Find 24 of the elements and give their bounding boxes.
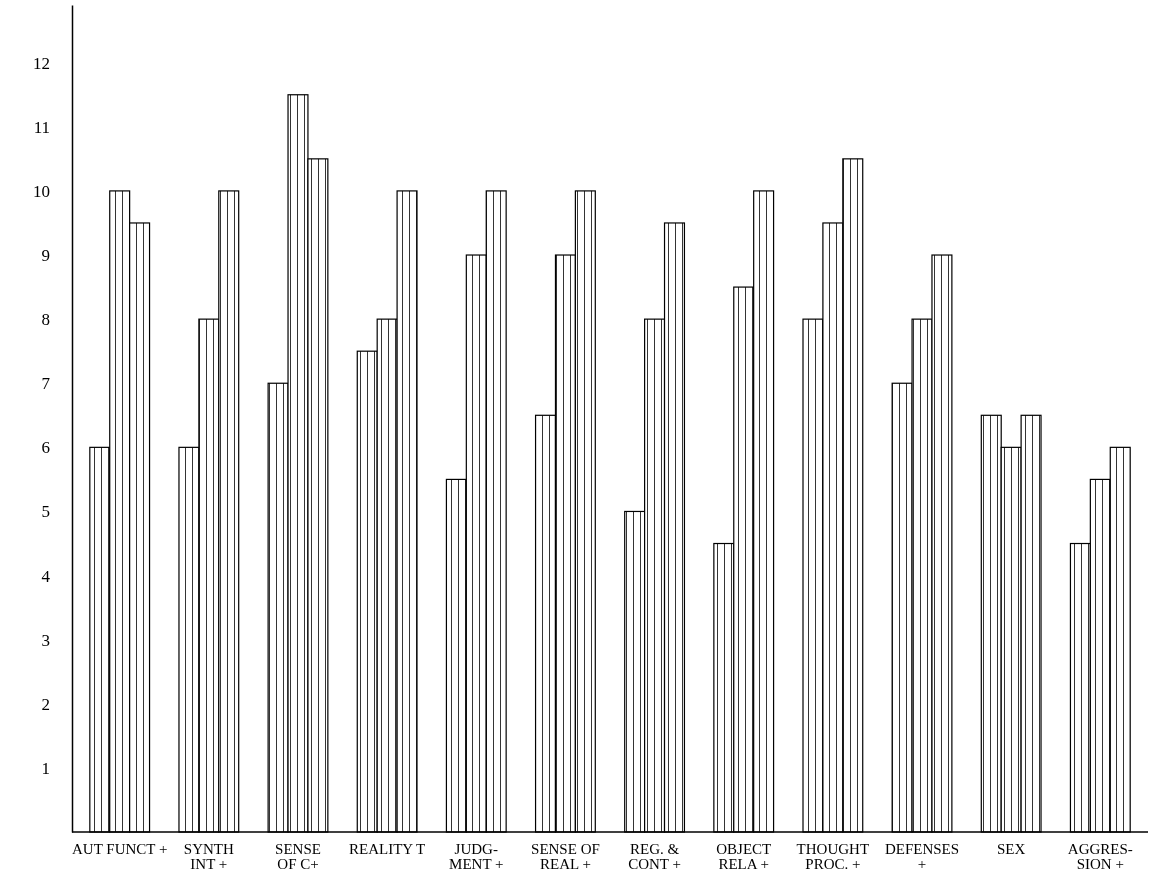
y-tick-label: 4 xyxy=(41,566,51,586)
x-tick-label: REG. & CONT + xyxy=(628,841,681,872)
x-tick-label: AUT FUNCT + xyxy=(71,841,168,857)
x-tick-label: SENSE OF REAL + xyxy=(531,841,600,872)
y-tick-label: 3 xyxy=(41,630,50,650)
x-tick-label: REALITY T xyxy=(349,841,426,857)
y-tick-label: 5 xyxy=(41,502,50,522)
x-tick-label: AGGRES- SION + xyxy=(1067,841,1133,872)
x-tick-label: JUDG- MENT + xyxy=(449,841,504,872)
y-tick-label: 8 xyxy=(41,310,50,330)
x-tick-label: SEX xyxy=(996,841,1026,857)
y-tick-label: 1 xyxy=(41,758,50,778)
x-tick-label: DEFENSES + xyxy=(884,841,960,872)
y-tick-label: 11 xyxy=(33,117,50,137)
y-tick-label: 9 xyxy=(41,245,50,265)
y-tick-label: 6 xyxy=(41,438,50,458)
x-tick-label: SENSE OF C+ xyxy=(275,841,321,872)
x-tick-label: SYNTH INT + xyxy=(183,841,234,872)
y-tick-label: 7 xyxy=(41,374,51,394)
x-tick-label: OBJECT RELA + xyxy=(716,841,772,872)
y-tick-label: 10 xyxy=(33,181,50,201)
y-tick-label: 2 xyxy=(41,694,50,714)
x-tick-label: THOUGHT PROC. + xyxy=(796,841,870,872)
y-tick-label: 12 xyxy=(33,53,50,73)
